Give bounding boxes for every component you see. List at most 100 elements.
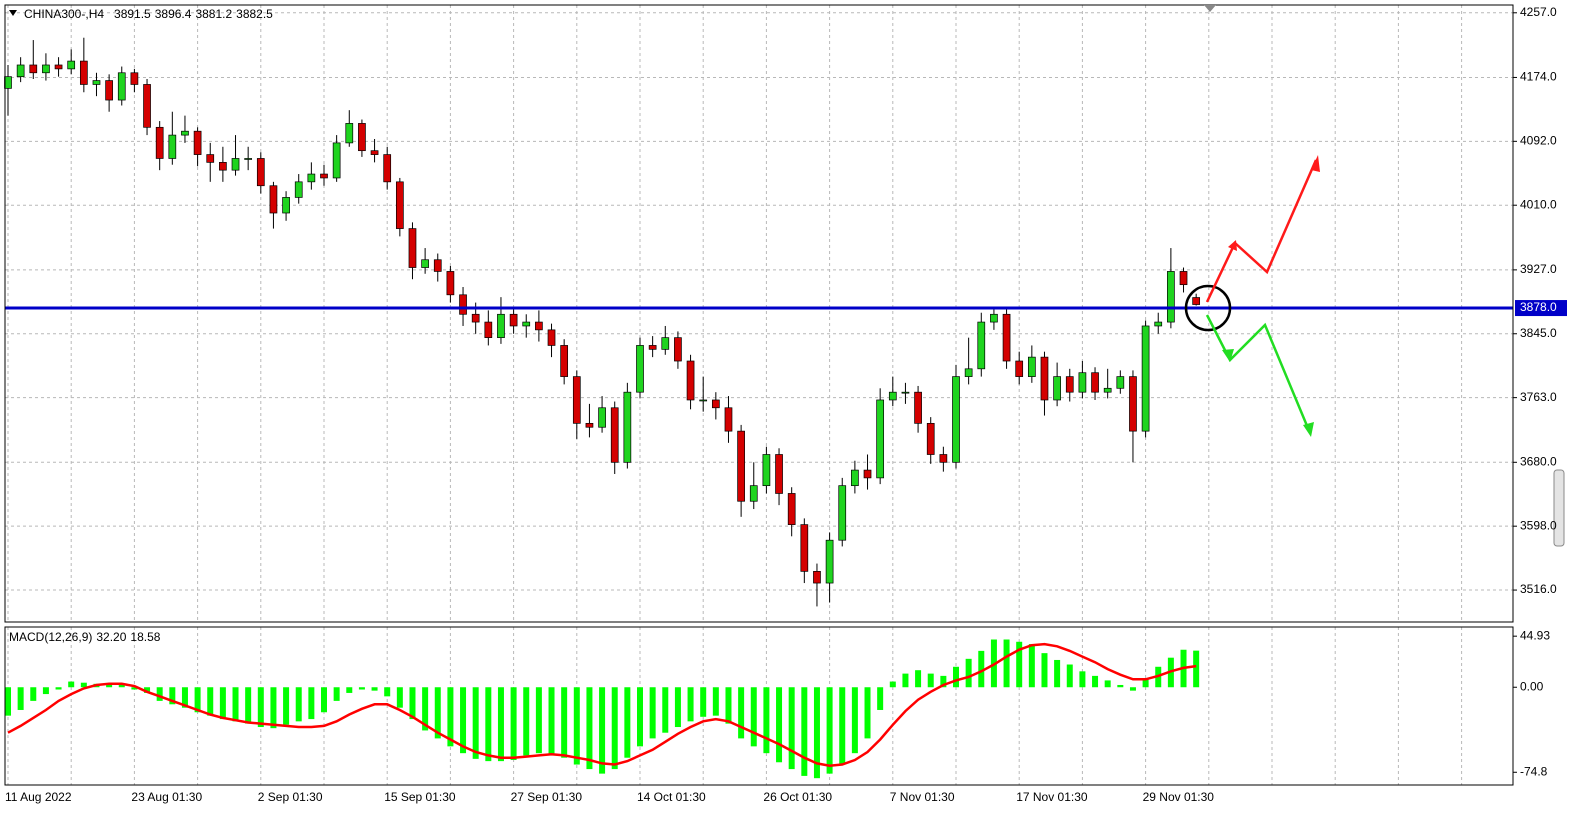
- scroll-handle[interactable]: [1553, 469, 1565, 547]
- macd-bar: [750, 687, 757, 747]
- macd-bar: [396, 687, 403, 708]
- header-low: 3881.2: [195, 7, 232, 21]
- candle-body: [231, 158, 240, 171]
- macd-bar: [321, 687, 327, 713]
- macd-bar: [864, 687, 871, 739]
- macd-bar: [1079, 671, 1086, 688]
- macd-bar: [42, 687, 49, 695]
- candle-body: [863, 469, 872, 479]
- x-tick-label: 27 Sep 01:30: [511, 790, 583, 804]
- macd-bar: [106, 684, 113, 688]
- candle-body: [1040, 356, 1049, 401]
- candle-body: [345, 123, 354, 144]
- candle-body: [636, 345, 644, 393]
- candle-body: [851, 469, 859, 487]
- candle-body: [1141, 325, 1150, 432]
- y-tick-label: 0.00: [1520, 679, 1544, 693]
- candle-body: [585, 422, 594, 428]
- candle-body: [1002, 313, 1011, 362]
- x-tick-label: 14 Oct 01:30: [637, 790, 706, 804]
- macd-bar: [813, 687, 820, 779]
- candle-body: [547, 329, 556, 346]
- macd-bar: [346, 687, 353, 693]
- menu-triangle[interactable]: [9, 10, 17, 16]
- macd-bar: [586, 687, 593, 770]
- macd-bar: [1054, 659, 1061, 688]
- candle-body: [1116, 376, 1125, 389]
- x-tick-label: 29 Nov 01:30: [1143, 790, 1215, 804]
- candle-body: [54, 64, 63, 70]
- candle-body: [320, 173, 328, 179]
- candle-body: [787, 493, 796, 525]
- macd-bar: [1117, 684, 1124, 688]
- candle-body: [206, 154, 215, 163]
- candle-body: [395, 181, 404, 229]
- macd-bar: [801, 687, 808, 776]
- candle-body: [1179, 271, 1188, 286]
- macd-bar: [156, 687, 163, 701]
- header-close: 3882.5: [236, 7, 273, 21]
- candle-body: [130, 72, 139, 85]
- candle-body: [42, 64, 50, 74]
- macd-bar: [194, 687, 201, 713]
- macd-bar: [422, 687, 429, 731]
- candle-body: [29, 64, 38, 74]
- macd-bar: [80, 682, 87, 688]
- macd-bar: [599, 687, 606, 774]
- candle-body: [509, 313, 518, 327]
- candle-body: [699, 399, 708, 402]
- macd-bar: [662, 687, 669, 733]
- macd-bar: [245, 687, 252, 724]
- macd-bar: [902, 673, 909, 688]
- focus-circle: [1184, 284, 1232, 332]
- candle-body: [358, 123, 366, 152]
- bear-path: [1205, 314, 1312, 434]
- candle-body: [800, 524, 809, 572]
- candle-body: [661, 337, 670, 350]
- candle-body: [711, 399, 720, 409]
- macd-bar: [5, 687, 11, 716]
- macd-bar: [169, 687, 176, 705]
- x-tick-label: 17 Nov 01:30: [1016, 790, 1088, 804]
- candle-body: [825, 539, 834, 584]
- macd-bar: [927, 673, 934, 688]
- x-tick-label: 15 Sep 01:30: [384, 790, 456, 804]
- y-tick-label: 3516.0: [1520, 582, 1557, 596]
- macd-bar: [889, 681, 896, 688]
- macd-bar: [333, 687, 340, 701]
- macd-bar: [232, 687, 239, 722]
- y-tick-label: 44.93: [1520, 628, 1550, 642]
- candle-body: [16, 64, 25, 78]
- macd-bar: [497, 687, 504, 762]
- macd-bar: [447, 687, 454, 747]
- candle-body: [282, 197, 290, 214]
- y-tick-label: -74.8: [1520, 764, 1548, 778]
- candle-body: [370, 150, 379, 155]
- macd-bar: [460, 687, 467, 754]
- macd-bar: [1066, 664, 1073, 688]
- macd-bar: [1028, 644, 1035, 688]
- indicator-name: MACD(12,26,9): [9, 630, 92, 644]
- candle-body: [838, 485, 847, 541]
- macd-bar: [738, 687, 745, 739]
- macd-bar: [674, 687, 681, 728]
- macd-bar: [257, 687, 264, 728]
- candle-body: [332, 142, 341, 179]
- macd-bar: [283, 687, 290, 725]
- macd-bar: [940, 675, 947, 688]
- macd-bar: [826, 687, 833, 774]
- candle-body: [294, 181, 303, 198]
- macd-bar: [953, 666, 959, 688]
- macd-bar: [371, 687, 378, 691]
- candle-body: [67, 60, 76, 70]
- candle-body: [408, 228, 417, 268]
- macd-bar: [535, 687, 542, 754]
- chart-header: CHINA300-,H4 3891.5 3896.4 3881.2 3882.5: [24, 7, 273, 21]
- candle-body: [117, 72, 126, 101]
- macd-bar: [55, 687, 62, 690]
- candle-body: [737, 430, 745, 502]
- candle-body: [990, 313, 998, 323]
- macd-bar: [308, 687, 315, 720]
